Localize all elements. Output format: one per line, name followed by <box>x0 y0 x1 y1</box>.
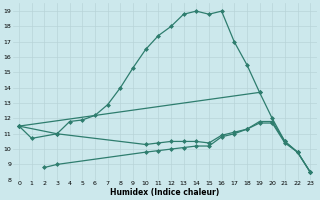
X-axis label: Humidex (Indice chaleur): Humidex (Indice chaleur) <box>110 188 219 197</box>
